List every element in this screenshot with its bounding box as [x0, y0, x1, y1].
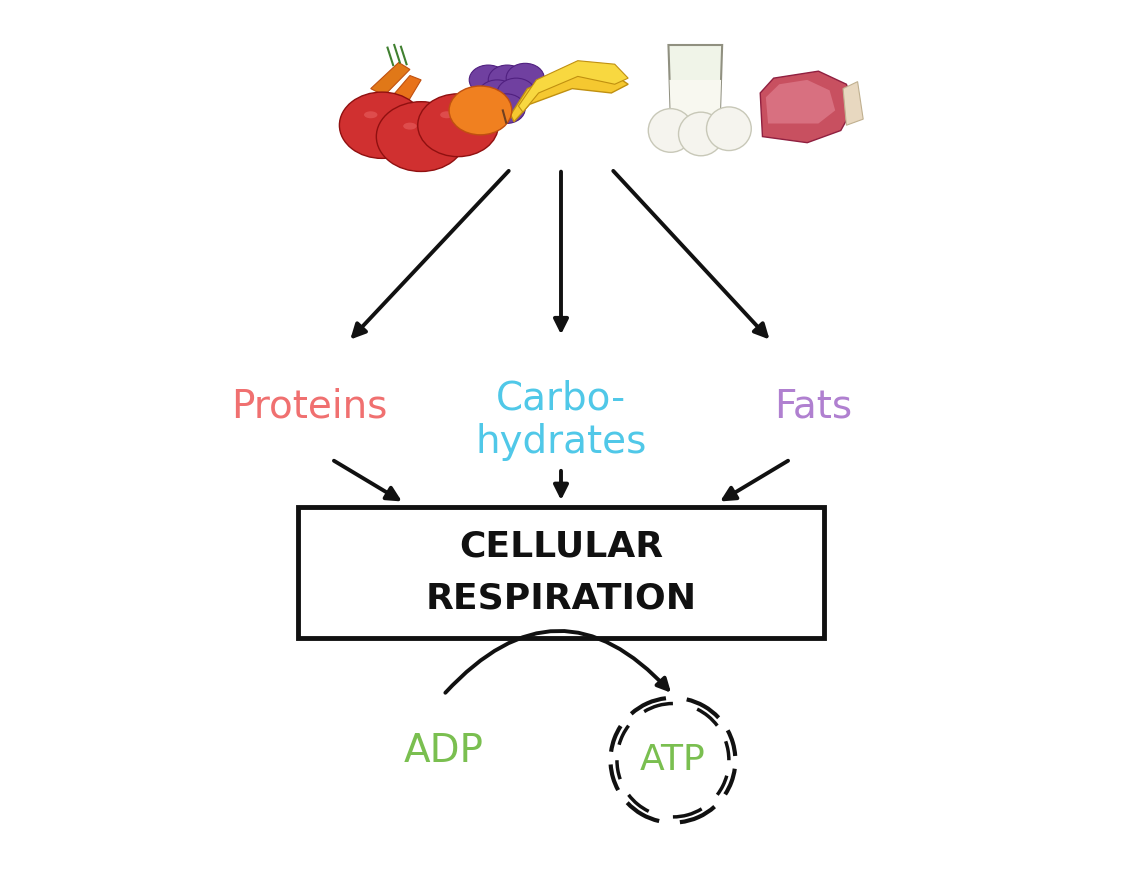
Polygon shape [387, 75, 421, 108]
FancyBboxPatch shape [298, 507, 824, 638]
Ellipse shape [403, 123, 416, 130]
Text: Fats: Fats [774, 388, 852, 426]
Polygon shape [843, 81, 863, 125]
Polygon shape [669, 45, 723, 128]
Polygon shape [670, 80, 721, 128]
Ellipse shape [440, 111, 453, 118]
Circle shape [487, 94, 525, 123]
Circle shape [417, 94, 498, 157]
Polygon shape [766, 80, 835, 123]
Circle shape [449, 86, 512, 135]
Ellipse shape [364, 111, 377, 118]
Circle shape [506, 63, 544, 93]
Circle shape [339, 92, 424, 158]
Ellipse shape [679, 112, 724, 156]
Circle shape [488, 65, 526, 94]
Polygon shape [518, 60, 628, 112]
Text: Carbo-
hydrates: Carbo- hydrates [476, 379, 646, 461]
Text: CELLULAR: CELLULAR [459, 529, 663, 564]
Circle shape [376, 102, 466, 172]
Text: ADP: ADP [404, 732, 484, 771]
Ellipse shape [649, 108, 693, 152]
Circle shape [469, 65, 507, 94]
Text: Proteins: Proteins [231, 388, 387, 426]
Text: RESPIRATION: RESPIRATION [425, 582, 697, 616]
Ellipse shape [707, 107, 752, 150]
Text: ATP: ATP [640, 743, 706, 777]
Polygon shape [511, 71, 628, 122]
Circle shape [497, 78, 535, 108]
Polygon shape [370, 62, 410, 95]
Polygon shape [761, 71, 854, 143]
Circle shape [478, 80, 516, 109]
